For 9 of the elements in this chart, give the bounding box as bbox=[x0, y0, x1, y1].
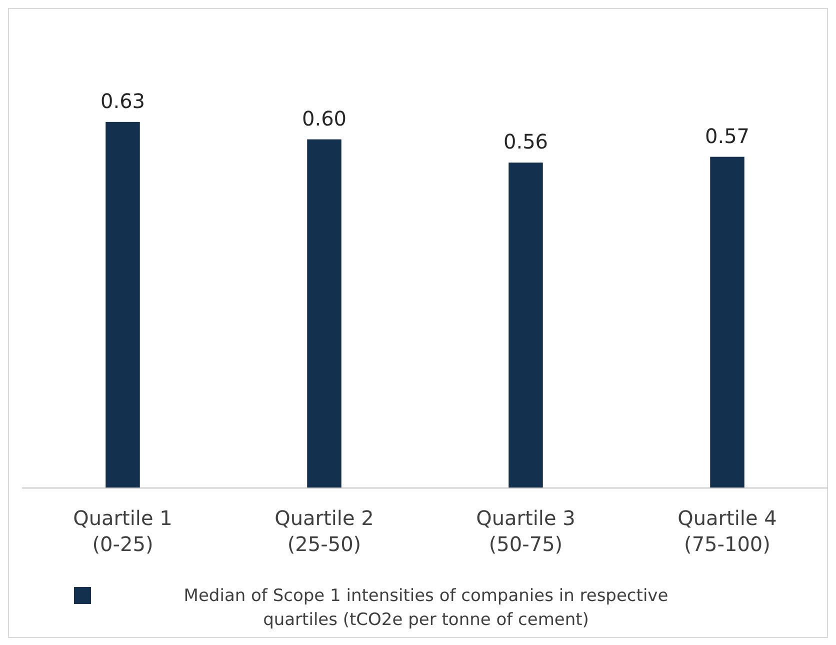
x-tick-label: Quartile 1 (0-25) bbox=[73, 506, 172, 556]
x-tick-label: Quartile 4 (75-100) bbox=[678, 506, 777, 556]
data-label: 0.57 bbox=[704, 124, 750, 148]
x-tick-label: Quartile 2 (25-50) bbox=[274, 506, 374, 556]
data-label: 0.60 bbox=[302, 106, 347, 130]
data-label: 0.63 bbox=[100, 88, 146, 113]
text: Median of Scope 1 intensities of companies in respective quartiles (tCO2e per tonne of cement) bbox=[184, 586, 668, 630]
data-label: 0.56 bbox=[503, 130, 548, 154]
x-tick-label: Quartile 3 (50-75) bbox=[476, 506, 576, 556]
